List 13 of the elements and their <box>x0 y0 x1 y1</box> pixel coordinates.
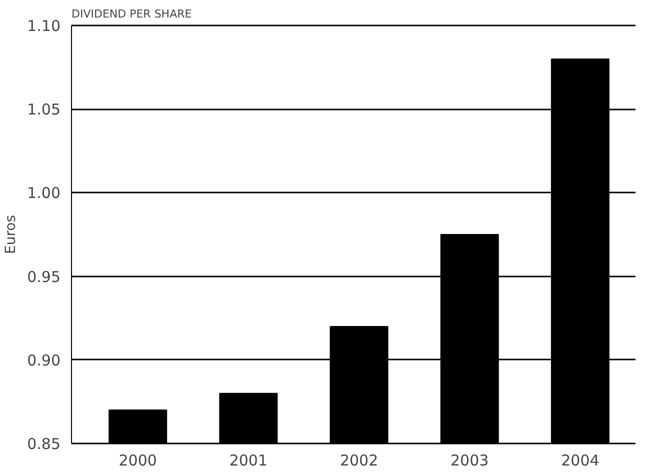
chart-title: DIVIDEND PER SHARE <box>72 8 192 20</box>
x-tick-label: 2002 <box>340 452 378 470</box>
x-tick-label: 2004 <box>561 452 600 470</box>
y-tick-label: 1.10 <box>27 17 61 35</box>
y-tick-label: 0.85 <box>27 435 61 453</box>
y-tick-label: 1.00 <box>27 184 61 202</box>
x-tick-label: 2003 <box>450 452 489 470</box>
x-tick-label: 2001 <box>229 452 268 470</box>
y-axis-title: Euros <box>3 214 20 254</box>
y-tick-label: 0.90 <box>27 351 61 370</box>
x-tick-label: 2000 <box>118 452 157 470</box>
y-tick-label: 0.95 <box>27 268 61 286</box>
y-tick-label: 1.05 <box>27 100 61 119</box>
